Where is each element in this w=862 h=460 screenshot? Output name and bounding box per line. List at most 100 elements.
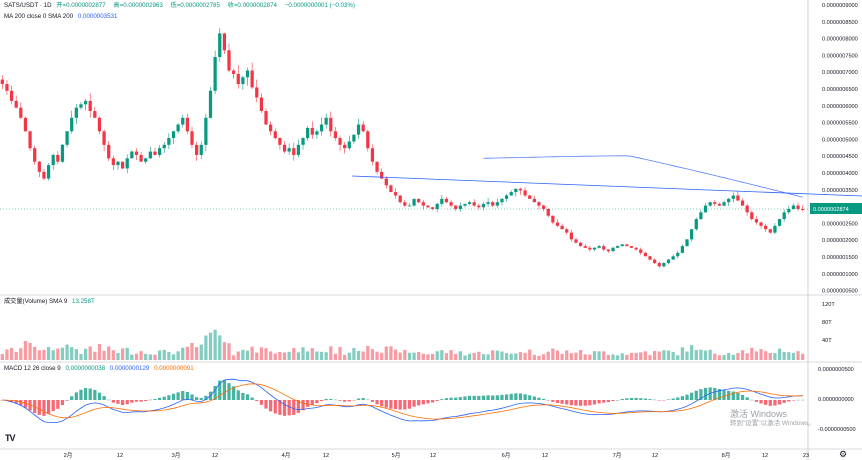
volume-bar [574,352,578,360]
macd-hist-bar [130,400,134,403]
candle-body [597,246,601,248]
macd-hist-bar [338,400,342,401]
macd-hist-bar [269,400,273,412]
macd-hist-bar [347,400,351,402]
macd-hist-bar [796,399,800,401]
macd-hist-bar [597,400,601,404]
candle-body [491,202,495,206]
macd-hist-bar [745,397,749,400]
volume-bar [315,351,319,360]
macd-hist-bar [435,400,439,401]
volume-bar [46,346,51,360]
macd-axis: 0.0000000500 0.0000000000 -0.0000000500 [818,367,856,433]
volume-bar [722,354,726,360]
candle-body [352,134,356,142]
volume-bar [296,352,301,360]
volume-bar [56,348,60,360]
candle-body [324,117,328,125]
volume-bar [264,348,268,360]
volume-bar [232,355,236,360]
macd-hist-bar [213,385,217,400]
volume-bar [51,350,55,360]
candle-body [28,131,32,149]
candle-body [218,33,222,58]
candle-body [195,144,199,155]
macd-hist-bar [467,395,472,400]
time-tick-label: 12 [762,453,768,459]
volume-bar [787,352,791,360]
candle-body [565,229,569,233]
macd-hist-bar [602,400,606,403]
time-tick-label: 12 [542,453,548,459]
low-label: 低 [170,2,177,9]
candle-body [731,195,735,199]
candle-body [629,246,634,248]
candle-body [639,249,643,253]
volume-bar [171,354,176,360]
high-value: =0.0000002963 [119,2,163,9]
volume-bar [690,345,694,360]
macd-hist-bar [606,400,610,403]
macd-hist-bar [245,394,250,400]
candle-body [148,151,152,159]
macd-hist-bar [218,380,222,400]
candle-body [754,219,759,223]
trend-line[interactable] [351,175,862,197]
candle-body [222,33,227,51]
volume-bar [287,351,291,360]
tradingview-logo-icon[interactable]: TV [5,433,15,443]
macd-label[interactable]: MACD 12 26 close 9 [4,365,61,372]
candle-body [764,225,768,230]
candle-body [722,202,726,206]
volume-label[interactable]: 成交量(Volume) SMA 9 [4,298,68,305]
macd-hist-bar [144,400,148,402]
volume-bar [167,351,171,360]
volume-bar [444,353,449,360]
candle-body [380,171,384,179]
volume-bar [195,347,199,360]
symbol-title[interactable]: SATS/USDT · 1D [4,2,52,9]
candle-body [33,148,37,162]
macd-hist-bar [523,394,527,400]
open-value: =0.0000002877 [62,2,106,9]
candle-body [74,107,78,118]
macd-hist-bar [292,400,296,415]
time-tick-label: 8月 [722,452,731,459]
price-tick-label: 0.0000004000 [822,171,858,177]
time-axis[interactable]: 2月 12 3月 12 4月 12 5月 12 6月 12 7月 12 8月 12 23 [64,452,809,459]
candle-body [204,117,208,145]
candle-body [440,198,444,204]
ma-label[interactable]: MA 200 close 0 SMA 200 [4,13,74,20]
price-axis[interactable]: 0.0000009000 0.0000008500 0.0000008000 0.00… [822,3,858,295]
macd-hist-bar [278,400,282,415]
volume-bar [676,355,680,360]
macd-hist-bar [773,400,777,406]
price-tick-label: 0.0000006500 [822,87,858,93]
candle-body [384,178,388,186]
volume-bar [139,351,143,360]
macd-hist-bar [93,389,97,400]
volume-bar [777,348,782,360]
gear-icon[interactable]: ⚙ [839,449,848,459]
volume-bar [338,346,342,360]
volume-bars [0,329,805,360]
candle-body [278,138,282,145]
candle-body [602,246,606,250]
candle-body [713,202,717,204]
candle-body [236,73,240,85]
candle-body [167,138,171,145]
macd-hist-bar [578,400,583,406]
candle-body [782,212,786,220]
current-price-tag [810,203,862,214]
macd-hist-bar [139,400,143,402]
candle-body [208,90,213,118]
macd-hist-bar [88,388,92,400]
candle-body [768,229,772,233]
volume-bar [417,351,421,360]
candle-body [51,154,55,166]
candle-body [699,212,703,220]
macd-hist-bar [403,400,407,410]
candle-body [264,111,268,125]
ma200-line [483,155,803,198]
